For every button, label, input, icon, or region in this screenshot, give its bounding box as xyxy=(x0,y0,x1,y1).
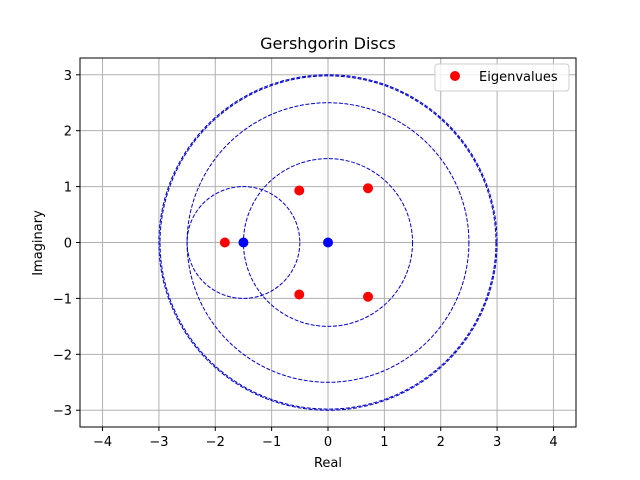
x-tick-label: 0 xyxy=(324,435,332,450)
y-tick-label: 0 xyxy=(64,237,72,252)
x-tick-label: −4 xyxy=(93,435,112,450)
y-axis-label: Imaginary xyxy=(31,210,46,276)
disc-center-point xyxy=(323,237,333,248)
legend-box xyxy=(434,63,570,92)
y-tick-label: 2 xyxy=(64,125,72,140)
eigenvalue-point xyxy=(363,291,374,302)
data-points xyxy=(219,183,374,302)
y-tick-label: 1 xyxy=(64,181,72,196)
eigenvalue-point xyxy=(294,289,305,300)
x-tick-label: 1 xyxy=(380,435,388,450)
x-tick-label: −3 xyxy=(149,435,168,450)
x-tick-label: 4 xyxy=(549,435,557,450)
eigenvalue-point xyxy=(363,183,374,194)
legend-label-eigenvalues: Eigenvalues xyxy=(479,70,558,85)
y-tick-label: −2 xyxy=(53,348,72,363)
y-tick-label: −3 xyxy=(53,404,72,419)
disc-center-point xyxy=(238,237,249,248)
chart-title: Gershgorin Discs xyxy=(260,34,396,53)
axis-ticks: −4 −3 −2 −1 0 1 2 3 4 −3 −2 −1 0 1 2 3 xyxy=(53,69,558,450)
gershgorin-disc xyxy=(186,186,301,299)
gershgorin-discs xyxy=(158,74,498,411)
x-tick-label: −2 xyxy=(206,435,225,450)
y-tick-label: −1 xyxy=(53,292,72,307)
legend: Eigenvalues xyxy=(434,63,570,92)
x-tick-label: −1 xyxy=(262,435,281,450)
eigenvalue-point xyxy=(294,185,305,196)
legend-marker-eigenvalues xyxy=(450,71,460,81)
gershgorin-disc xyxy=(159,75,497,410)
x-tick-label: 2 xyxy=(437,435,445,450)
eigenvalue-point xyxy=(219,237,230,248)
x-axis-label: Real xyxy=(314,456,342,471)
x-tick-label: 3 xyxy=(493,435,501,450)
y-tick-label: 3 xyxy=(64,69,72,84)
gershgorin-disc xyxy=(158,74,498,411)
